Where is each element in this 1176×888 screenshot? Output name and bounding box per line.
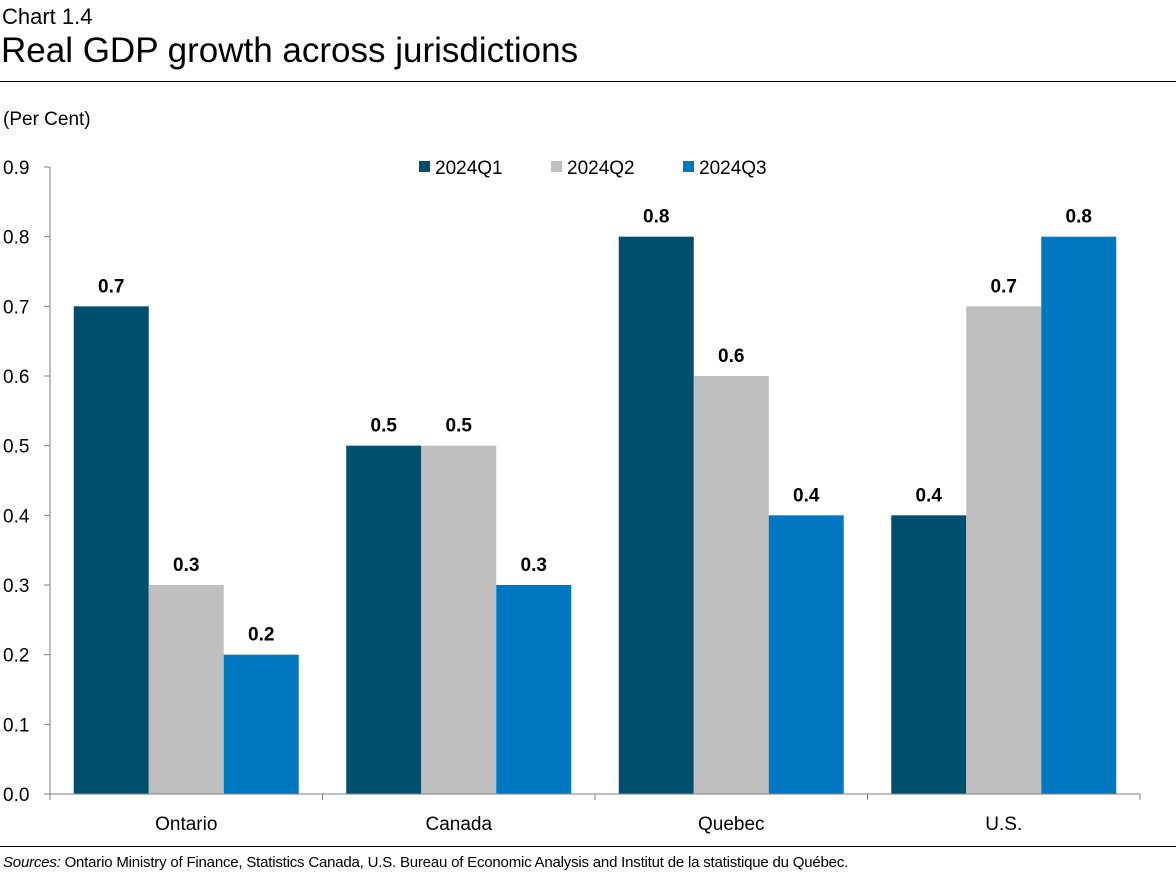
data-labels-layer: 0.7 0.3 0.2 0.5 0.5 0.3 0.8 0.6 0.4 0.4 0.7 0.8 xyxy=(98,207,1092,646)
bar-ontario-2024q3 xyxy=(223,654,299,794)
bar-u-s-2024q1 xyxy=(891,515,967,794)
data-label-quebec-2024q3: 0.4 xyxy=(793,485,820,506)
x-tick-label-canada: Canada xyxy=(425,814,492,835)
y-tick-label: 0.3 xyxy=(3,576,29,597)
sources-lead: Sources: xyxy=(3,854,61,871)
y-tick-label: 0.5 xyxy=(3,437,29,458)
bar-u-s-2024q3 xyxy=(1041,236,1117,795)
data-label-ontario-2024q3: 0.2 xyxy=(248,625,274,646)
bar-ontario-2024q1 xyxy=(73,306,149,794)
x-tick-label-quebec: Quebec xyxy=(698,814,765,835)
legend-swatch-2024q3 xyxy=(683,161,694,172)
bar-ontario-2024q2 xyxy=(148,585,224,794)
chart-title: Real GDP growth across jurisdictions xyxy=(1,31,579,70)
legend-swatch-2024q1 xyxy=(419,161,430,172)
y-tick-label: 0.9 xyxy=(3,158,29,179)
data-label-u-s-2024q3: 0.8 xyxy=(1066,207,1092,228)
bar-canada-2024q3 xyxy=(496,585,572,794)
data-label-canada-2024q2: 0.5 xyxy=(446,416,473,437)
bars-layer xyxy=(73,236,1117,795)
bar-quebec-2024q2 xyxy=(693,376,769,794)
bar-u-s-2024q2 xyxy=(966,306,1042,794)
bar-quebec-2024q1 xyxy=(618,236,694,795)
y-tick-label: 0.4 xyxy=(3,506,30,527)
data-label-ontario-2024q1: 0.7 xyxy=(98,276,124,297)
y-axis-unit-label: (Per Cent) xyxy=(3,109,91,130)
sources-text: Ontario Ministry of Finance, Statistics … xyxy=(60,854,849,871)
axes-layer: Ontario Canada Quebec U.S.0.00.10.20.30.40.… xyxy=(3,158,1141,835)
y-tick-label: 0.2 xyxy=(3,646,29,667)
y-tick-label: 0.0 xyxy=(3,785,29,806)
legend-label-2024q2: 2024Q2 xyxy=(567,158,635,179)
data-label-ontario-2024q2: 0.3 xyxy=(173,555,199,576)
legend: 2024Q1 2024Q2 2024Q3 xyxy=(419,158,767,179)
footer-divider xyxy=(0,846,1176,847)
chart-number: Chart 1.4 xyxy=(2,4,93,29)
data-label-quebec-2024q2: 0.6 xyxy=(718,346,744,367)
bar-canada-2024q1 xyxy=(346,445,422,794)
bar-chart: 0.7 0.3 0.2 0.5 0.5 0.3 0.8 0.6 0.4 0.4 0.7 0.8 Ont… xyxy=(3,158,1141,835)
y-tick-label: 0.7 xyxy=(3,297,29,318)
y-tick-label: 0.6 xyxy=(3,367,29,388)
y-tick-label: 0.8 xyxy=(3,228,29,249)
data-label-u-s-2024q2: 0.7 xyxy=(991,276,1017,297)
data-label-quebec-2024q1: 0.8 xyxy=(643,207,669,228)
x-tick-label-u-s: U.S. xyxy=(985,814,1022,835)
data-label-canada-2024q1: 0.5 xyxy=(371,416,398,437)
y-tick-label: 0.1 xyxy=(3,715,29,736)
x-tick-label-ontario: Ontario xyxy=(155,814,217,835)
legend-swatch-2024q2 xyxy=(551,161,562,172)
bar-canada-2024q2 xyxy=(421,445,497,794)
sources-note: Sources: Ontario Ministry of Finance, St… xyxy=(3,853,848,873)
legend-label-2024q3: 2024Q3 xyxy=(699,158,767,179)
legend-label-2024q1: 2024Q1 xyxy=(435,158,503,179)
data-label-u-s-2024q1: 0.4 xyxy=(916,485,943,506)
bar-quebec-2024q3 xyxy=(768,515,844,794)
data-label-canada-2024q3: 0.3 xyxy=(521,555,547,576)
title-divider xyxy=(0,81,1176,82)
